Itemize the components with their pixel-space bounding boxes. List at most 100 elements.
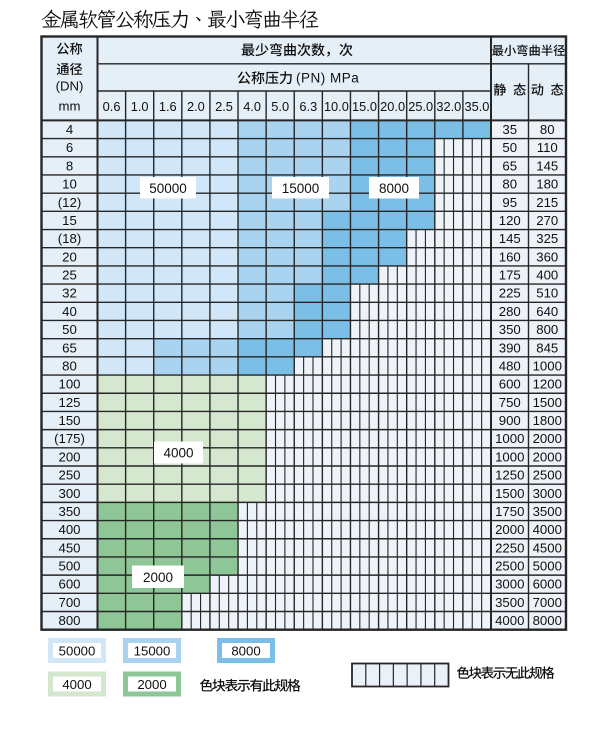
svg-text:15000: 15000 bbox=[134, 643, 171, 658]
svg-text:3000: 3000 bbox=[495, 577, 524, 592]
svg-text:1000: 1000 bbox=[495, 431, 524, 446]
svg-text:1750: 1750 bbox=[495, 504, 524, 519]
svg-text:2000: 2000 bbox=[137, 677, 166, 692]
svg-text:600: 600 bbox=[58, 577, 80, 592]
svg-text:400: 400 bbox=[536, 268, 558, 283]
svg-text:2000: 2000 bbox=[495, 522, 524, 537]
svg-text:1500: 1500 bbox=[533, 395, 562, 410]
svg-text:2500: 2500 bbox=[495, 559, 524, 574]
svg-text:145: 145 bbox=[499, 231, 521, 246]
svg-text:35.0: 35.0 bbox=[464, 99, 489, 114]
svg-text:100: 100 bbox=[58, 377, 80, 392]
svg-text:2.5: 2.5 bbox=[215, 99, 233, 114]
svg-text:325: 325 bbox=[536, 231, 558, 246]
svg-text:500: 500 bbox=[58, 559, 80, 574]
svg-text:600: 600 bbox=[499, 377, 521, 392]
svg-text:845: 845 bbox=[536, 340, 558, 355]
svg-text:(DN): (DN) bbox=[56, 79, 84, 94]
svg-text:20.0: 20.0 bbox=[380, 99, 405, 114]
svg-text:4000: 4000 bbox=[495, 613, 524, 628]
svg-text:50000: 50000 bbox=[59, 643, 96, 658]
svg-text:(175): (175) bbox=[54, 431, 85, 446]
svg-text:50: 50 bbox=[502, 140, 517, 155]
svg-text:3000: 3000 bbox=[533, 486, 562, 501]
svg-text:250: 250 bbox=[58, 468, 80, 483]
svg-text:65: 65 bbox=[62, 340, 77, 355]
svg-text:145: 145 bbox=[536, 158, 558, 173]
svg-text:350: 350 bbox=[58, 504, 80, 519]
svg-text:300: 300 bbox=[58, 486, 80, 501]
svg-text:80: 80 bbox=[62, 358, 77, 373]
svg-text:15.0: 15.0 bbox=[352, 99, 377, 114]
svg-text:350: 350 bbox=[499, 322, 521, 337]
svg-text:7000: 7000 bbox=[533, 595, 562, 610]
svg-text:110: 110 bbox=[537, 140, 558, 155]
svg-text:1800: 1800 bbox=[533, 413, 562, 428]
svg-text:1.0: 1.0 bbox=[131, 99, 149, 114]
svg-text:10.0: 10.0 bbox=[324, 99, 349, 114]
svg-text:15: 15 bbox=[62, 213, 77, 228]
svg-text:4: 4 bbox=[66, 122, 73, 137]
svg-text:125: 125 bbox=[58, 395, 80, 410]
svg-text:400: 400 bbox=[58, 522, 80, 537]
svg-text:800: 800 bbox=[536, 322, 558, 337]
svg-text:25: 25 bbox=[62, 268, 77, 283]
svg-text:4500: 4500 bbox=[533, 540, 562, 555]
svg-text:10: 10 bbox=[62, 177, 77, 192]
svg-text:175: 175 bbox=[499, 268, 521, 283]
svg-text:32.0: 32.0 bbox=[436, 99, 461, 114]
svg-text:40: 40 bbox=[62, 304, 77, 319]
svg-text:160: 160 bbox=[499, 249, 521, 264]
svg-text:6: 6 bbox=[66, 140, 73, 155]
svg-text:25.0: 25.0 bbox=[408, 99, 433, 114]
svg-text:900: 900 bbox=[499, 413, 521, 428]
svg-text:215: 215 bbox=[536, 195, 558, 210]
svg-text:180: 180 bbox=[536, 177, 558, 192]
svg-text:800: 800 bbox=[58, 613, 80, 628]
svg-text:270: 270 bbox=[536, 213, 558, 228]
svg-text:2250: 2250 bbox=[495, 540, 524, 555]
svg-text:6.3: 6.3 bbox=[299, 99, 317, 114]
svg-text:390: 390 bbox=[499, 340, 521, 355]
svg-text:1500: 1500 bbox=[495, 486, 524, 501]
svg-text:1200: 1200 bbox=[533, 377, 562, 392]
svg-text:2000: 2000 bbox=[533, 449, 562, 464]
svg-text:50: 50 bbox=[62, 322, 77, 337]
svg-text:8: 8 bbox=[66, 158, 73, 173]
svg-text:(PN) MPa: (PN) MPa bbox=[296, 71, 359, 86]
svg-text:150: 150 bbox=[58, 413, 80, 428]
svg-text:480: 480 bbox=[499, 358, 521, 373]
svg-text:2000: 2000 bbox=[143, 570, 173, 585]
svg-text:200: 200 bbox=[58, 449, 80, 464]
svg-text:360: 360 bbox=[536, 249, 558, 264]
svg-text:65: 65 bbox=[502, 158, 517, 173]
svg-text:0.6: 0.6 bbox=[103, 99, 121, 114]
svg-text:5.0: 5.0 bbox=[271, 99, 289, 114]
svg-text:510: 510 bbox=[536, 286, 558, 301]
svg-text:3500: 3500 bbox=[495, 595, 524, 610]
svg-text:15000: 15000 bbox=[282, 181, 320, 196]
svg-text:450: 450 bbox=[58, 540, 80, 555]
svg-text:280: 280 bbox=[499, 304, 521, 319]
svg-text:80: 80 bbox=[540, 122, 555, 137]
svg-text:1.6: 1.6 bbox=[159, 99, 177, 114]
svg-text:95: 95 bbox=[502, 195, 517, 210]
svg-text:1250: 1250 bbox=[495, 468, 524, 483]
svg-text:6000: 6000 bbox=[533, 577, 562, 592]
svg-text:2500: 2500 bbox=[533, 468, 562, 483]
svg-text:4000: 4000 bbox=[163, 446, 193, 461]
svg-text:1000: 1000 bbox=[533, 358, 562, 373]
svg-text:750: 750 bbox=[499, 395, 521, 410]
svg-text:120: 120 bbox=[499, 213, 521, 228]
svg-text:640: 640 bbox=[536, 304, 558, 319]
svg-text:4.0: 4.0 bbox=[243, 99, 261, 114]
svg-text:1000: 1000 bbox=[495, 449, 524, 464]
svg-text:3500: 3500 bbox=[533, 504, 562, 519]
svg-text:4000: 4000 bbox=[62, 677, 91, 692]
svg-text:20: 20 bbox=[62, 249, 77, 264]
svg-text:700: 700 bbox=[58, 595, 80, 610]
svg-text:2000: 2000 bbox=[533, 431, 562, 446]
svg-text:8000: 8000 bbox=[231, 643, 260, 658]
svg-text:4000: 4000 bbox=[533, 522, 562, 537]
svg-text:35: 35 bbox=[502, 122, 517, 137]
